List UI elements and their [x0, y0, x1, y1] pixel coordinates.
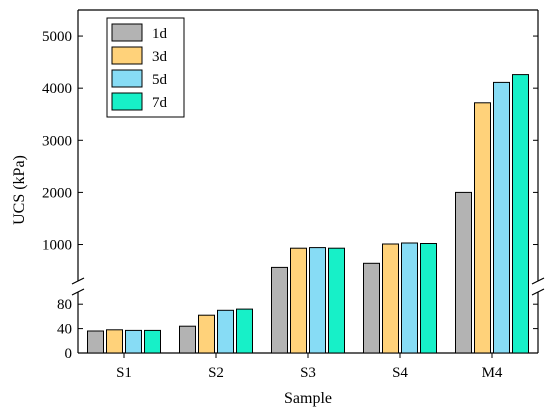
- bar-M4-3d: [474, 102, 491, 354]
- x-tick-label-S4: S4: [392, 365, 408, 381]
- y-tick-label-1000: 1000: [42, 238, 72, 254]
- bar-M4-1d: [455, 191, 472, 354]
- x-tick-label-S1: S1: [116, 365, 132, 381]
- bar-group: [87, 74, 529, 354]
- bar-S2-5d: [217, 309, 234, 354]
- bar-S3-5d: [309, 247, 326, 354]
- legend-swatch-3d: [111, 46, 143, 65]
- x-tick-label-S3: S3: [300, 365, 316, 381]
- legend-label-5d: 5d: [152, 72, 168, 88]
- y-tick-label-0: 0: [65, 346, 73, 362]
- y-tick-label-3000: 3000: [42, 133, 72, 149]
- axes: [71, 9, 545, 358]
- bar-S4-1d: [363, 262, 380, 354]
- y-tick-label-2000: 2000: [42, 185, 72, 201]
- x-tick-label-M4: M4: [482, 365, 503, 381]
- y-axis-title: UCS (kPa): [11, 155, 28, 225]
- bar-S1-1d: [87, 330, 104, 354]
- legend: 1d 3d 5d 7d: [106, 17, 185, 118]
- bar-M4-5d: [493, 81, 510, 354]
- bar-S4-5d: [401, 242, 418, 354]
- legend-label-7d: 7d: [152, 95, 168, 111]
- bar-S3-7d: [328, 247, 345, 354]
- legend-swatch-7d: [111, 92, 143, 111]
- legend-label-1d: 1d: [152, 26, 168, 42]
- axis-break-mark-top-left: [71, 277, 85, 285]
- bar-S2-7d: [236, 308, 253, 354]
- axis-break-band: [77, 281, 539, 292]
- x-axis-title: Sample: [284, 390, 332, 407]
- bar-S1-7d: [144, 329, 161, 354]
- y-tick-label-80: 80: [57, 297, 72, 313]
- bar-M4-7d: [512, 74, 529, 354]
- bar-S1-5d: [125, 329, 142, 354]
- y-tick-labels: 0 40 80 1000 2000 3000 4000 5000: [42, 29, 72, 362]
- y-tick-label-40: 40: [57, 322, 72, 338]
- bar-S3-3d: [290, 247, 307, 354]
- bar-S4-7d: [420, 243, 437, 354]
- bar-S4-3d: [382, 243, 399, 354]
- bar-S2-3d: [198, 314, 215, 354]
- y-tick-label-4000: 4000: [42, 81, 72, 97]
- x-tick-labels: S1 S2 S3 S4 M4: [116, 365, 503, 381]
- bar-S1-3d: [106, 329, 123, 354]
- y-tick-label-5000: 5000: [42, 29, 72, 45]
- bar-S3-1d: [271, 266, 288, 354]
- legend-swatch-5d: [111, 69, 143, 88]
- x-tick-label-S2: S2: [208, 365, 224, 381]
- legend-label-3d: 3d: [152, 49, 168, 65]
- bar-S2-1d: [179, 325, 196, 354]
- axis-break-mark-top-right: [531, 277, 545, 285]
- axis-break-mark-bottom-right: [531, 288, 545, 296]
- axis-break-mark-bottom-left: [71, 288, 85, 296]
- legend-swatch-1d: [111, 23, 143, 42]
